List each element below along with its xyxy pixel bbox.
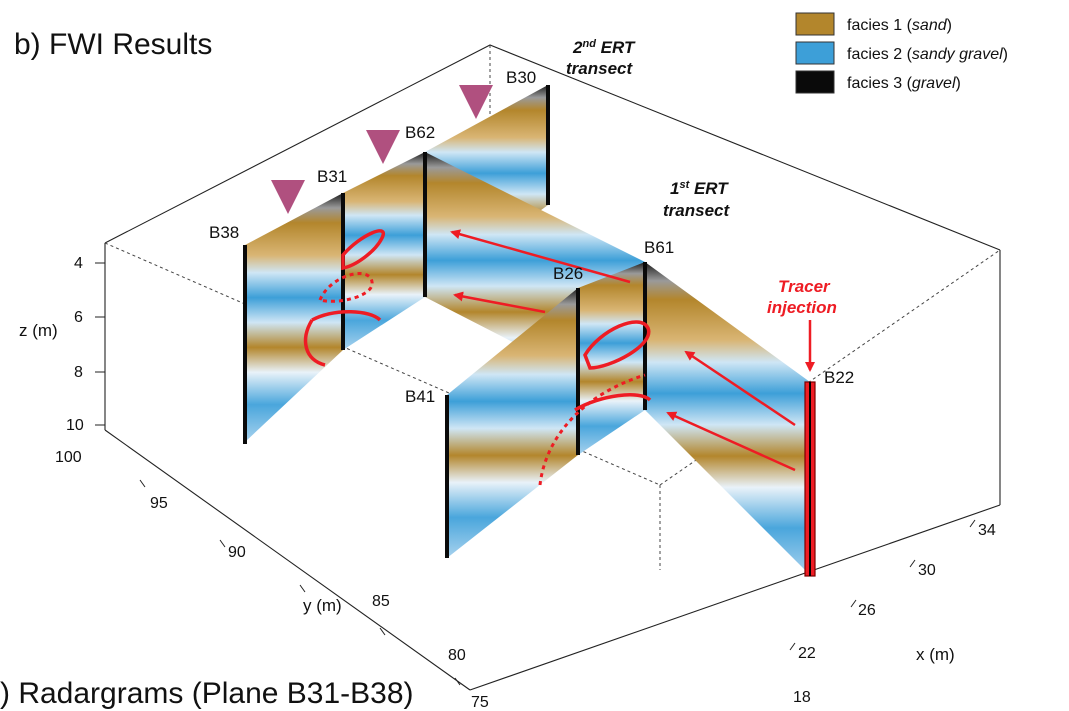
legend-swatch-gravel [795,70,835,94]
legend: facies 1 (sand) facies 2 (sandy gravel) … [795,12,1008,94]
z-axis-label: z (m) [19,321,58,340]
ert2-label-line2: transect [566,59,633,78]
ert1-label-line1: 1st ERT [670,179,729,198]
label-b30: B30 [506,68,536,87]
plume-front-lower [574,393,652,412]
tracer-flow-arrows [450,229,796,472]
tracer-label-line2: injection [767,298,837,317]
y-tick-100: 100 [55,449,82,466]
plume-front-dotted [538,373,646,486]
z-tick-10: 10 [66,417,84,434]
plume-left-upper [341,229,386,271]
x-axis-ticks [789,519,976,651]
ert-marker-3 [459,85,493,119]
tracer-plume-outlines [303,229,652,486]
panel-b38-b31 [245,193,343,442]
ert1-label-line2: transect [663,201,730,220]
z-tick-6: 6 [74,309,83,326]
legend-swatch-sand [795,12,835,36]
panel-b26-b61 [578,262,645,455]
legend-swatch-sandy-gravel [795,41,835,65]
y-tick-95: 95 [150,495,168,512]
tracer-label-line1: Tracer [778,277,831,296]
box-bottom-left-edge [104,429,471,691]
label-b26: B26 [553,264,583,283]
figure-title: b) FWI Results [14,28,212,61]
ert-marker-2 [366,130,400,164]
flow-arrow-4 [666,411,796,472]
x-tick-30: 30 [918,562,936,579]
legend-item-sandy-gravel: facies 2 (sandy gravel) [847,46,1008,63]
panel-b61-b22 [645,262,810,575]
fwi-panels [245,85,810,575]
plume-left-lower [303,310,382,367]
y-axis-ticks [139,479,461,686]
label-b31: B31 [317,167,347,186]
label-b38: B38 [209,223,239,242]
y-tick-80: 80 [448,647,466,664]
z-tick-8: 8 [74,364,83,381]
z-axis-ticks [95,262,105,426]
panel-b31-b62 [343,152,425,350]
ert2-label-line1: 2nd ERT [572,38,636,57]
legend-item-gravel: facies 3 (gravel) [847,75,961,92]
flow-arrow-3 [684,350,796,427]
x-tick-34: 34 [978,522,996,539]
label-b61: B61 [644,238,674,257]
flow-arrow-1 [450,229,631,284]
plume-left-dotted [317,272,374,303]
legend-item-sand: facies 1 (sand) [847,17,952,34]
y-tick-90: 90 [228,544,246,561]
x-tick-18: 18 [793,689,811,706]
bottom-caption: ) Radargrams (Plane B31-B38) [0,677,414,710]
label-b62: B62 [405,123,435,142]
panel-b41-b26 [447,288,578,558]
flow-arrow-2 [453,291,546,314]
box-bottom-right-edge [469,504,1001,691]
y-tick-85-visible: 85 [372,593,390,610]
borehole-lines [243,85,647,558]
x-tick-26: 26 [858,602,876,619]
x-axis-label: x (m) [916,645,955,664]
y-axis-label: y (m) [303,596,342,615]
ert-marker-1 [271,180,305,214]
label-b22: B22 [824,368,854,387]
x-tick-22-visible: 22 [798,645,816,662]
plume-front-upper [583,320,651,370]
z-tick-4: 4 [74,255,83,272]
label-b41: B41 [405,387,435,406]
borehole-labels: B30 B62 B31 B38 B61 B26 B41 B22 [209,68,854,406]
ert-markers [271,85,493,214]
y-tick-75: 75 [471,694,489,711]
